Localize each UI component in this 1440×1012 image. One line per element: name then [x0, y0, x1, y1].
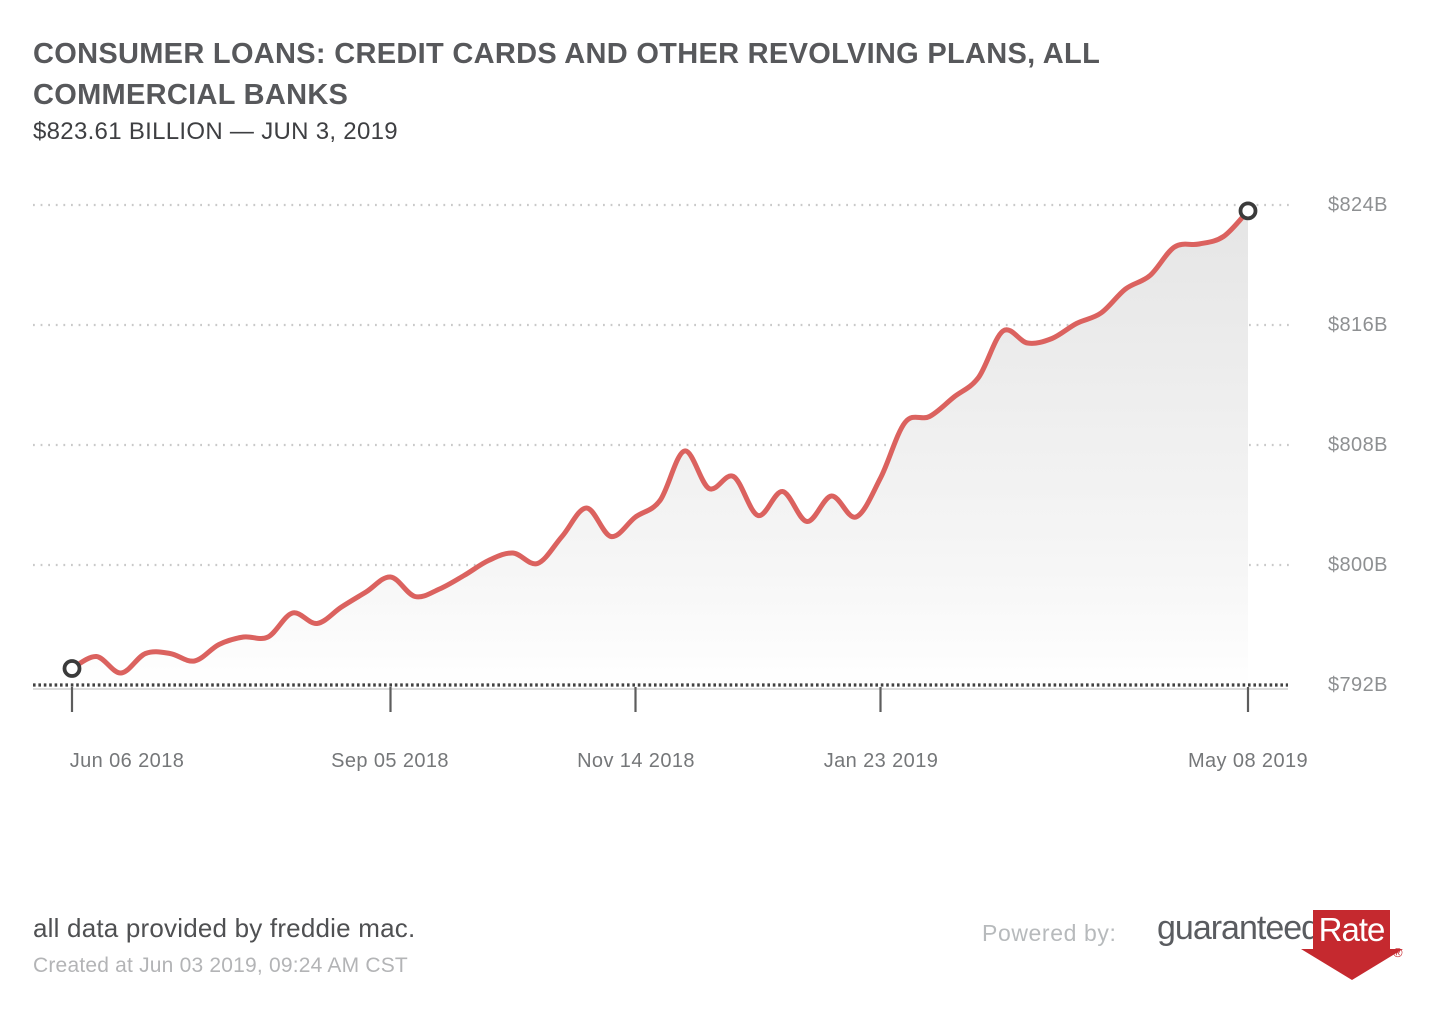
- x-tick-label-may-08-2019: May 08 2019: [1187, 750, 1309, 772]
- x-tick-label-nov-14-2018: Nov 14 2018: [577, 750, 695, 772]
- y-tick-label-816: $816B: [1328, 314, 1388, 336]
- page-title-line-2: COMMERCIAL BANKS: [33, 79, 349, 111]
- x-tick-label-jun-06-2018: Jun 06 2018: [69, 750, 185, 772]
- page-title-line-1: CONSUMER LOANS: CREDIT CARDS AND OTHER R…: [33, 38, 1101, 70]
- y-tick-label-808: $808B: [1328, 434, 1388, 456]
- end-point-marker: [1238, 201, 1258, 221]
- x-tick-label-jan-23-2019: Jan 23 2019: [823, 750, 939, 772]
- x-tick-label-sep-05-2018: Sep 05 2018: [331, 750, 449, 772]
- series-area: [72, 210, 1248, 686]
- x-axis-ticks: [70, 687, 1250, 712]
- logo-arrow-down-icon: [1301, 949, 1403, 980]
- logo-registered-mark: ®: [1393, 945, 1403, 960]
- powered-by-label: Powered by:: [982, 920, 1117, 946]
- y-tick-label-792: $792B: [1328, 674, 1388, 696]
- guaranteed-rate-logo: guaranteed Rate ®: [1157, 903, 1422, 988]
- data-attribution-text: all data provided by freddie mac.: [33, 913, 416, 943]
- chart-subtitle-value: $823.61 BILLION — JUN 3, 2019: [33, 118, 398, 145]
- logo-text-guaranteed: guaranteed: [1157, 909, 1320, 947]
- logo-text-rate: Rate: [1313, 910, 1390, 949]
- series-line: [69, 208, 1251, 676]
- start-point-marker: [62, 659, 82, 678]
- x-axis: [33, 683, 1288, 690]
- y-tick-label-800: $800B: [1328, 554, 1388, 576]
- created-timestamp: Created at Jun 03 2019, 09:24 AM CST: [33, 954, 408, 977]
- y-tick-label-824: $824B: [1328, 194, 1388, 216]
